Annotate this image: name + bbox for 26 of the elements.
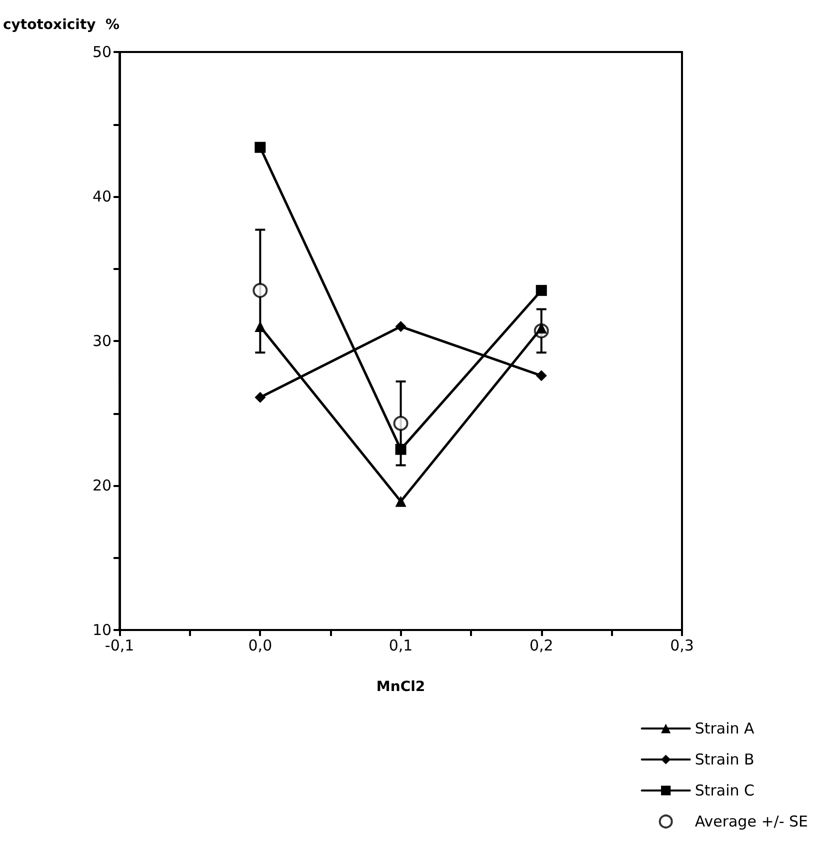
point bbox=[252, 282, 268, 298]
y-tick-label: 50 bbox=[92, 43, 112, 61]
y-tick-label: 20 bbox=[92, 476, 112, 494]
x-axis-title: MnCl2 bbox=[376, 679, 426, 695]
x-tick-label: 0,0 bbox=[248, 636, 272, 654]
point bbox=[254, 392, 266, 403]
legend-label: Strain B bbox=[694, 750, 754, 768]
x-tick-label: 0,1 bbox=[388, 636, 413, 654]
point bbox=[254, 142, 266, 153]
point bbox=[395, 321, 406, 332]
point bbox=[254, 321, 266, 332]
point bbox=[393, 416, 408, 431]
y-tick-label: 10 bbox=[92, 621, 112, 639]
legend-label: Strain C bbox=[694, 782, 755, 800]
y-tick-label: 40 bbox=[92, 188, 112, 206]
y-axis-title: cytotoxicity % bbox=[2, 17, 120, 33]
point bbox=[395, 444, 406, 455]
legend-label: Strain A bbox=[694, 720, 756, 738]
point bbox=[536, 370, 547, 382]
legend-label: Average +/- SE bbox=[694, 812, 808, 830]
point bbox=[395, 496, 406, 507]
x-tick-label: 0,3 bbox=[670, 636, 694, 654]
point bbox=[536, 284, 547, 296]
x-tick-label: 0,2 bbox=[529, 636, 554, 654]
x-tick-label: -0,1 bbox=[104, 636, 134, 654]
y-tick-label: 30 bbox=[92, 332, 112, 350]
